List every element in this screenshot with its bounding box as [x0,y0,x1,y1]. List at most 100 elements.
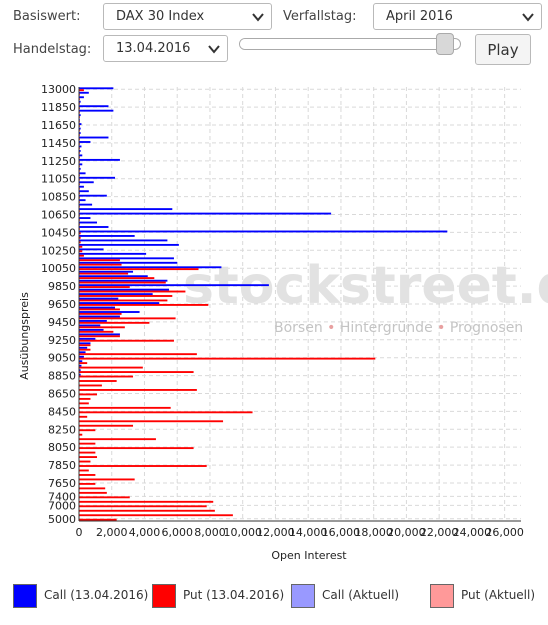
put-bar [79,384,102,387]
put-bar [79,478,135,481]
x-tick-label: 16,000 [322,526,361,539]
put-bar [79,482,96,485]
basiswert-label: Basiswert: [13,9,81,24]
call-bar [79,346,88,349]
call-bar [79,284,269,287]
call-bar [79,311,140,313]
call-bar [79,141,91,143]
watermark-tagline-a: Börsen [274,320,323,336]
put-bar [79,268,199,271]
legend-swatch [152,584,176,608]
x-tick-label: 8,000 [194,526,226,539]
put-bar [79,330,114,333]
call-bar [79,235,135,237]
watermark-tagline: Börsen • Hintergründe • Prognosen [274,320,523,336]
put-bar [79,312,122,315]
call-bar [79,297,119,300]
call-bar [79,105,109,108]
put-bar [79,286,130,288]
call-bar [79,288,170,291]
call-bar [79,243,179,246]
slider-track-fill [240,39,454,49]
put-bar [79,308,120,311]
put-bar [79,348,91,351]
watermark: stockstreet.de Börsen • Hintergründe • P… [183,256,548,336]
x-tick-label: 0 [76,526,83,539]
x-tick-label: 12,000 [256,526,295,539]
y-tick-label: 11450 [41,137,76,150]
x-axis-title: Open Interest [271,549,347,562]
put-bar [79,290,186,293]
call-bar [79,257,174,260]
play-button[interactable]: Play [475,34,531,65]
put-bar [79,411,253,414]
handelstag-label: Handelstag: [13,42,92,57]
chevron-down-icon [208,45,220,54]
put-bar [79,272,129,275]
x-tick-label: 14,000 [289,526,328,539]
handelstag-select[interactable]: 13.04.2016 [103,35,228,62]
y-tick-label: 10650 [41,209,76,222]
call-bar [79,320,107,322]
call-bar [79,109,114,112]
call-bar [79,324,101,327]
call-bar [79,145,82,148]
put-bar [79,460,91,463]
y-tick-label: 10250 [41,244,76,257]
call-bar [79,275,148,278]
call-bar [79,230,448,233]
slider-handle[interactable] [435,33,454,55]
call-bar [79,87,114,90]
call-bar [79,351,86,354]
legend-swatch [430,584,454,608]
y-tick-label: 11850 [41,101,76,114]
y-tick-label: 10450 [41,226,76,239]
watermark-dot-a: • [327,320,335,336]
put-bar [79,420,224,423]
call-bar [79,181,94,184]
put-bar [79,263,122,266]
y-tick-label: 7650 [48,477,76,490]
x-tick-label: 22,000 [420,526,459,539]
call-bar [79,199,86,202]
y-tick-label: 10050 [41,262,76,275]
watermark-tagline-c: Prognosen [450,320,523,336]
call-bar [79,360,83,363]
call-bar [79,185,84,188]
date-slider[interactable] [239,33,461,55]
put-bar [79,456,98,459]
put-bar [79,295,173,297]
verfallstag-select[interactable]: April 2016 [373,3,542,30]
put-bar [79,241,81,244]
put-bar [79,317,176,320]
call-bar [79,221,98,224]
call-bar [79,248,104,251]
call-bar [79,239,168,242]
y-tick-label: 9850 [48,280,76,293]
basiswert-select[interactable]: DAX 30 Index [103,3,272,30]
y-tick-label: 11650 [41,119,76,132]
x-tick-label: 20,000 [387,526,426,539]
call-bar [79,96,84,99]
call-bar [79,208,173,211]
put-bar [79,362,88,365]
watermark-tagline-b: Hintergründe [340,320,433,336]
put-bar [79,415,88,418]
x-tick-label: 6,000 [161,526,193,539]
put-bar [79,402,89,405]
put-bar [79,406,171,409]
put-bar [79,245,83,248]
call-bar [79,127,81,130]
put-bar [79,393,98,396]
call-bar [79,226,109,228]
call-bar [79,132,81,134]
call-bar [79,369,81,372]
y-tick-label: 8850 [48,370,76,383]
put-bar [79,518,117,521]
call-bar [79,149,81,152]
call-bar [79,91,89,94]
legend-label: Put (13.04.2016) [183,588,285,602]
put-bar [79,277,155,280]
put-bar [79,254,84,257]
y-tick-label: 8250 [48,423,76,436]
